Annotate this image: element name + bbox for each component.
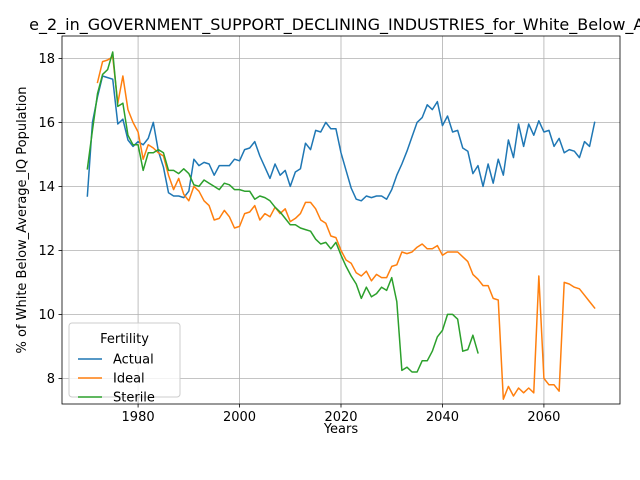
y-tick-label: 10 bbox=[38, 308, 55, 323]
series-line-sterile bbox=[86, 51, 479, 373]
y-tick-label: 16 bbox=[38, 116, 55, 131]
legend-label-sterile: Sterile bbox=[113, 391, 155, 406]
x-axis-label: Years bbox=[323, 422, 359, 437]
y-tick-label: 8 bbox=[47, 372, 55, 387]
x-tick-label: 1980 bbox=[122, 410, 155, 425]
x-tick-label: 2060 bbox=[527, 410, 560, 425]
y-axis-label: % of White Below_Average_IQ Population bbox=[15, 86, 30, 353]
series-lines bbox=[86, 51, 596, 400]
legend-label-ideal: Ideal bbox=[113, 372, 145, 387]
y-tick-label: 14 bbox=[38, 180, 55, 195]
series-line-actual bbox=[86, 75, 596, 202]
y-tick-label: 18 bbox=[38, 52, 55, 67]
axis-ticks: 1980 2000 2020 2040 2060 8 10 12 14 16 18 bbox=[38, 52, 560, 425]
x-tick-label: 2020 bbox=[324, 410, 357, 425]
x-tick-label: 2040 bbox=[426, 410, 459, 425]
chart-title: e_2_in_GOVERNMENT_SUPPORT_DECLINING_INDU… bbox=[29, 15, 640, 35]
y-tick-label: 12 bbox=[38, 244, 55, 259]
legend-label-actual: Actual bbox=[113, 353, 154, 368]
legend-title: Fertility bbox=[100, 332, 149, 347]
legend: Fertility Actual Ideal Sterile bbox=[68, 322, 181, 406]
legend-entries: Actual Ideal Sterile bbox=[78, 353, 155, 406]
gridlines bbox=[62, 36, 620, 404]
series-line-ideal bbox=[96, 56, 596, 400]
x-tick-label: 2000 bbox=[223, 410, 256, 425]
